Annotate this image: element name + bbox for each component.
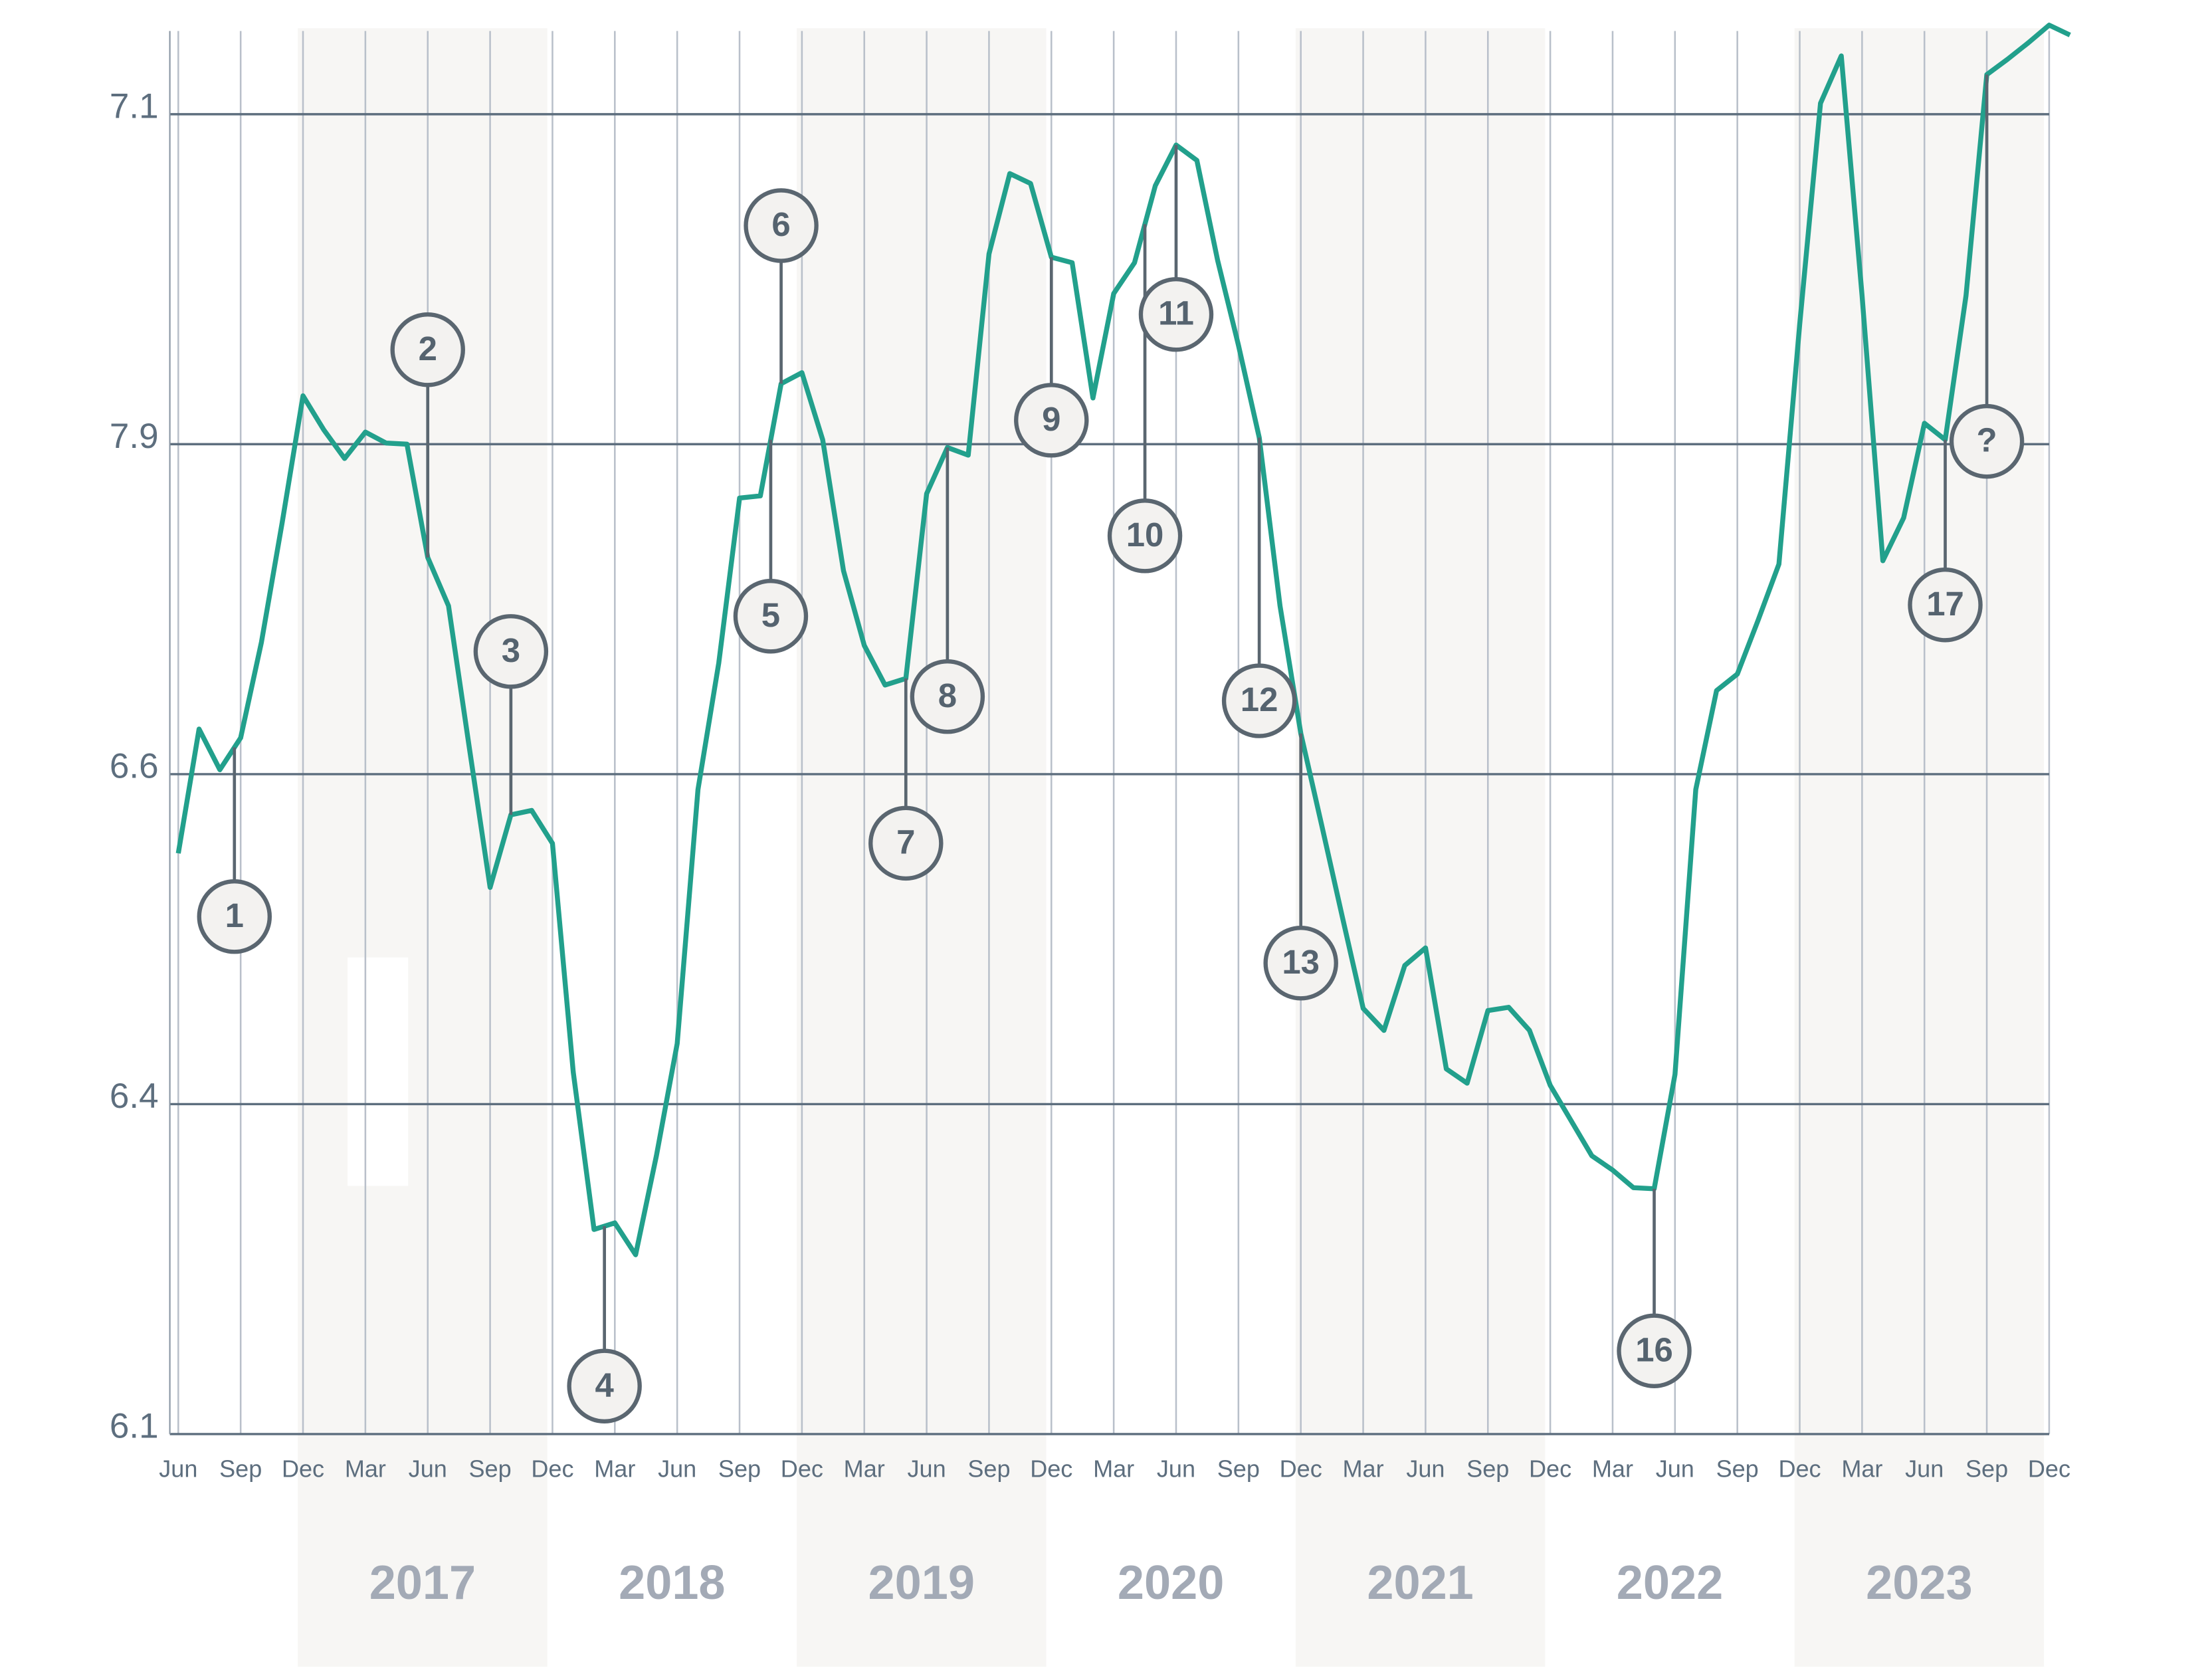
x-tick-label: Dec [1030,1455,1072,1483]
callout-label: 7 [896,823,915,861]
x-tick-label: Jun [1157,1455,1195,1483]
callout-label: ? [1977,421,1997,459]
x-tick-label: Mar [1093,1455,1134,1483]
callout-label: 17 [1926,585,1964,623]
x-tick-label: Dec [781,1455,823,1483]
x-tick-label: Mar [1342,1455,1383,1483]
x-tick-label: Sep [219,1455,262,1483]
y-tick-label: 6.6 [110,746,159,786]
x-tick-label: Jun [907,1455,946,1483]
x-tick-label: Jun [1656,1455,1694,1483]
x-tick-label: Dec [1280,1455,1322,1483]
callout-circle [567,1348,642,1424]
x-tick-label: Jun [159,1455,197,1483]
x-tick-label: Sep [1716,1455,1759,1483]
callout-label: 12 [1241,681,1278,718]
y-tick-label: 6.1 [110,1406,159,1445]
data-line [175,23,2071,1257]
callout-label: 6 [771,205,790,243]
callout-circle [1263,925,1338,1001]
callout-circle [1221,663,1297,738]
callout-circle [910,659,985,734]
callout-label: 11 [1158,294,1194,332]
year-band [1794,28,2045,1667]
callout-circle [1107,498,1183,574]
x-tick-label: Mar [594,1455,635,1483]
callout-circle [1014,383,1089,458]
callout-label: 10 [1126,516,1164,554]
callout-label: 2 [419,330,437,367]
callout-label: 4 [595,1366,615,1404]
y-tick-label: 7.1 [110,86,159,126]
x-tick-label: Sep [469,1455,512,1483]
callout-label: 13 [1282,943,1320,981]
year-label: 2018 [619,1556,725,1610]
x-tick-label: Dec [282,1455,324,1483]
x-tick-label: Dec [531,1455,573,1483]
y-tick-label: 6.4 [110,1077,159,1116]
year-label: 2022 [1617,1556,1723,1610]
callout-circle [733,579,809,654]
year-band [298,28,548,1667]
callout-label: 5 [761,596,780,634]
x-tick-label: Mar [1841,1455,1882,1483]
year-label: 2020 [1118,1556,1224,1610]
callout-circle [744,188,819,263]
x-tick-label: Sep [718,1455,761,1483]
x-tick-label: Jun [658,1455,696,1483]
x-tick-label: Jun [1905,1455,1944,1483]
blank-patch [347,957,409,1186]
callout-label: 3 [502,631,520,669]
x-tick-label: Sep [1466,1455,1509,1483]
callout-label: 16 [1635,1330,1673,1368]
callout-circle [868,805,944,881]
callout-label: 9 [1042,400,1060,438]
callout-circle [1949,403,2025,479]
x-tick-label: Jun [409,1455,447,1483]
x-tick-label: Dec [1778,1455,1821,1483]
background [298,28,2045,1667]
x-tick-label: Jun [1406,1455,1445,1483]
callout-label: 1 [225,896,244,934]
callout-circle [1908,568,1983,643]
callout-label: 8 [938,677,957,714]
x-tick-label: Mar [345,1455,386,1483]
callout-circle [1138,276,1214,352]
year-label: 2019 [868,1556,975,1610]
callout-circle [390,312,465,387]
x-tick-label: Sep [1965,1455,2008,1483]
x-tick-label: Dec [2028,1455,2070,1483]
x-tick-label: Sep [967,1455,1010,1483]
x-tick-label: Dec [1529,1455,1571,1483]
x-tick-label: Mar [844,1455,885,1483]
year-label: 2017 [369,1556,476,1610]
x-tick-label: Mar [1592,1455,1633,1483]
x-tick-label: Sep [1217,1455,1260,1483]
year-label: 2023 [1866,1556,1972,1610]
callout-circle [197,879,272,954]
callout-circle [1617,1313,1692,1388]
year-band [1295,28,1546,1667]
year-label: 2021 [1367,1556,1473,1610]
callout-circle [473,614,549,689]
y-tick-label: 7.9 [110,417,159,456]
